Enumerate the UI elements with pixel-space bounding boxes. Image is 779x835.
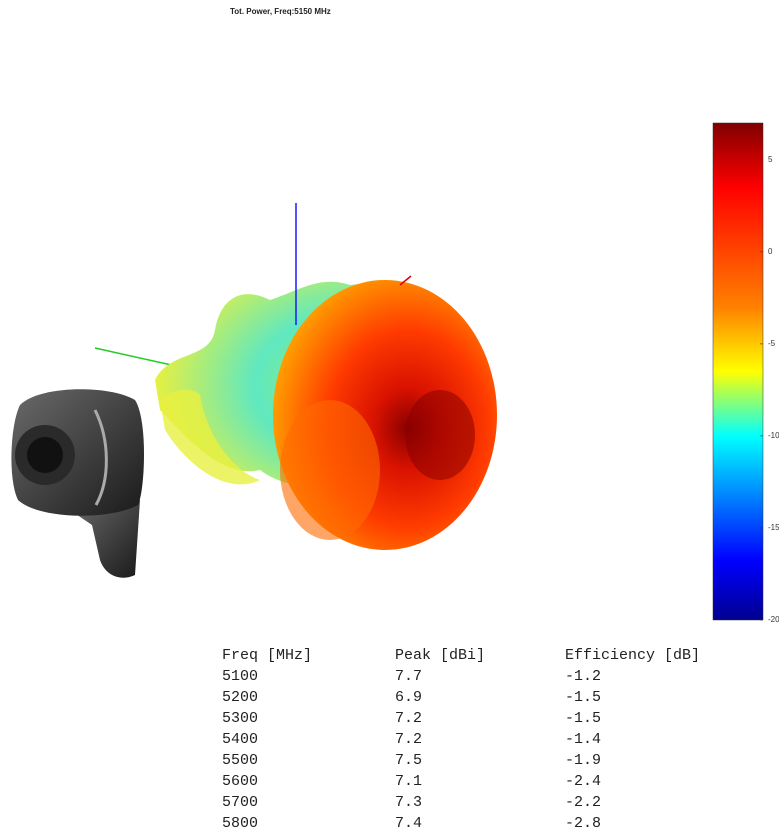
table-cell: 5100 <box>222 668 258 685</box>
colorbar-tick-label: 0 <box>768 247 773 256</box>
radiation-pattern <box>95 203 497 550</box>
colorbar-tick-label: -15 <box>768 523 779 532</box>
table-cell: 6.9 <box>395 689 422 706</box>
table-cell: 7.1 <box>395 773 422 790</box>
table-header: Freq [MHz] <box>222 647 312 664</box>
table-cell: 7.5 <box>395 752 422 769</box>
table-cell: 5700 <box>222 794 258 811</box>
table-cell: 5400 <box>222 731 258 748</box>
table-cell: 7.4 <box>395 815 422 832</box>
plot-title: Tot. Power, Freq:5150 MHz <box>230 7 331 16</box>
colorbar-tick-label: -10 <box>768 431 779 440</box>
table-cell: 5800 <box>222 815 258 832</box>
table-cell: 5200 <box>222 689 258 706</box>
table-cell: 7.2 <box>395 731 422 748</box>
table-cell: -1.4 <box>565 731 601 748</box>
table-cell: -2.2 <box>565 794 601 811</box>
table-cell: 5600 <box>222 773 258 790</box>
table-cell: -1.5 <box>565 710 601 727</box>
table-header: Peak [dBi] <box>395 647 485 664</box>
table-cell: 5300 <box>222 710 258 727</box>
device-image <box>11 389 144 577</box>
colorbar <box>713 123 763 620</box>
table-cell: -1.9 <box>565 752 601 769</box>
table-cell: -2.4 <box>565 773 601 790</box>
table-cell: 7.7 <box>395 668 422 685</box>
colorbar-tick-label: 5 <box>768 155 773 164</box>
colorbar-tick-label: -20 <box>768 615 779 624</box>
colorbar-tick-label: -5 <box>768 339 776 348</box>
table-cell: 7.2 <box>395 710 422 727</box>
table-cell: 7.3 <box>395 794 422 811</box>
results-table: Freq [MHz] Peak [dBi] Efficiency [dB] 5100 7… <box>222 647 700 832</box>
table-cell: -1.2 <box>565 668 601 685</box>
table-cell: 5500 <box>222 752 258 769</box>
table-cell: -1.5 <box>565 689 601 706</box>
screen: Tot. Power, Freq:5150 MHz 50-5-10-15-20 … <box>0 0 779 835</box>
table-cell: -2.8 <box>565 815 601 832</box>
table-header: Efficiency [dB] <box>565 647 700 664</box>
